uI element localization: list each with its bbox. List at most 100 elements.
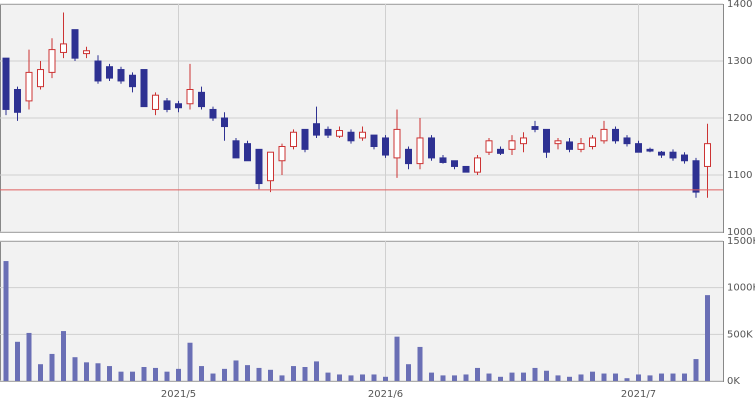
volume-bar [256, 367, 262, 381]
volume-bar [406, 364, 411, 381]
y-tick-label: 1000K [727, 283, 755, 294]
volume-bar [222, 368, 227, 381]
volume-bar [268, 369, 273, 381]
volume-bar [3, 261, 9, 381]
volume-bar [705, 295, 710, 381]
candle-body [393, 128, 401, 159]
candle-body [152, 94, 159, 110]
y-tick-label: 500K [727, 329, 753, 340]
candle-body [543, 128, 550, 153]
candle-body [278, 146, 286, 162]
volume-bar [176, 368, 181, 381]
volume-bar [348, 375, 354, 381]
volume-bar [452, 375, 457, 381]
candle-body [336, 130, 343, 137]
candle-body [623, 137, 631, 145]
y-tick-label: 1400 [727, 0, 752, 10]
candle-body [681, 154, 688, 162]
y-tick-label: 0K [727, 376, 740, 387]
volume-bar [187, 342, 193, 381]
volume-bar [153, 367, 158, 381]
volume-bar [475, 367, 480, 381]
volume-bar [440, 375, 446, 381]
volume-bar [118, 371, 124, 381]
candle-body [140, 69, 148, 108]
volume-bar [360, 374, 365, 381]
volume-bar [521, 372, 526, 381]
volume-bar [302, 367, 308, 381]
volume-bar [647, 375, 653, 381]
volume-bar [95, 363, 101, 381]
volume-bar [417, 346, 423, 381]
volume-bar [670, 373, 676, 381]
x-tick-label: 2021/7 [621, 389, 656, 400]
candle-body [635, 143, 642, 153]
volume-bar [463, 374, 469, 381]
candle-body [83, 50, 90, 55]
volume-bar [15, 341, 20, 381]
plot-area [0, 241, 724, 382]
volume-bar [279, 375, 285, 381]
candle-body [462, 165, 470, 173]
candle-body [117, 69, 125, 82]
y-tick-label: 1100 [727, 170, 752, 181]
candle-body [508, 140, 516, 150]
candle-body [704, 143, 711, 167]
candle-body [428, 137, 435, 159]
candle-body [531, 126, 539, 130]
candle-body [359, 131, 366, 139]
candle-body [129, 74, 136, 88]
candle-body [290, 131, 297, 147]
candle-body [439, 157, 447, 163]
candle-body [485, 140, 493, 153]
candle-body [71, 29, 79, 59]
candle-body [198, 91, 205, 108]
candle-body [497, 148, 504, 154]
candle-body [48, 49, 56, 73]
candle-body [209, 108, 217, 119]
volume-bar [544, 370, 549, 381]
candle-body [2, 57, 10, 110]
volume-bar [84, 362, 89, 381]
volume-bar [601, 373, 607, 381]
y-tick-label: 1300 [727, 56, 752, 67]
candle-body [255, 148, 263, 185]
volume-bar [26, 332, 32, 381]
volume-bar [245, 365, 250, 381]
volume-bar [509, 372, 515, 381]
candle-body [313, 123, 320, 136]
candle-body [566, 141, 573, 150]
volume-bar [636, 374, 641, 381]
volume-bar [613, 373, 618, 381]
volume-bar [498, 376, 503, 381]
volume-bar [199, 366, 204, 381]
candle-body [244, 143, 251, 162]
x-tick-label: 2021/5 [161, 389, 196, 400]
candle-body [94, 60, 102, 82]
volume-bar [682, 373, 687, 381]
candle-body [658, 151, 665, 156]
candle-body [520, 137, 527, 145]
candle-body [370, 134, 378, 148]
candle-body [416, 137, 424, 165]
volume-bar [659, 373, 664, 381]
candle-body [106, 66, 113, 79]
volume-bar [49, 353, 55, 381]
volume-bar [141, 367, 147, 381]
volume-bar [107, 366, 112, 381]
candle-body [405, 148, 412, 165]
candle-body [554, 140, 562, 145]
candle-body [25, 71, 33, 102]
volume-bar [337, 374, 342, 381]
volume-bar [233, 360, 239, 381]
candle-body [451, 160, 458, 167]
y-tick-label: 1500K [727, 236, 755, 247]
candle-body [221, 117, 228, 128]
volume-bar [532, 367, 538, 381]
y-tick-label: 1200 [727, 113, 752, 124]
candle-body [382, 137, 389, 156]
volume-bar [394, 336, 400, 381]
volume-bar [72, 357, 78, 381]
candle-body [175, 103, 182, 109]
